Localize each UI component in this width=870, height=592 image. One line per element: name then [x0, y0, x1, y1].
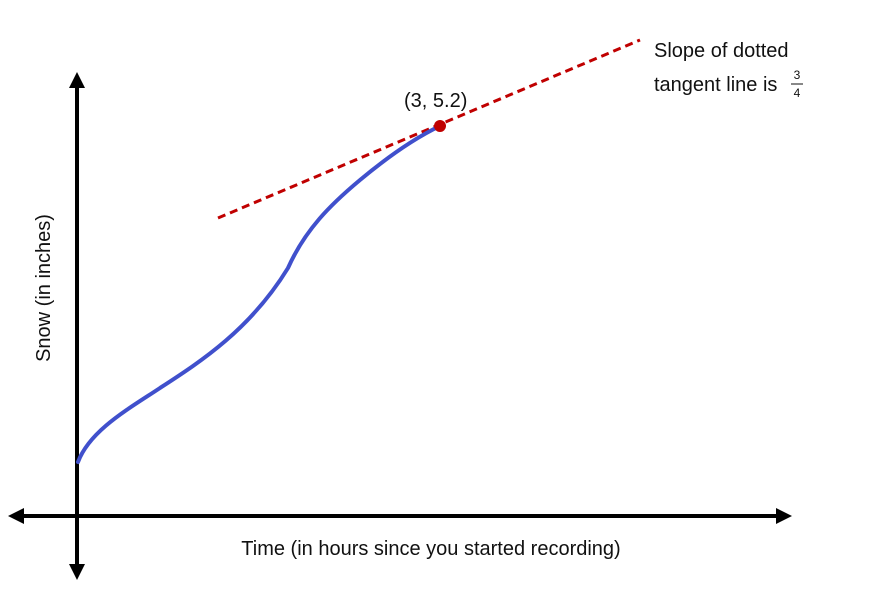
y-axis-label: Snow (in inches): [33, 214, 55, 362]
x-axis: [8, 508, 792, 524]
x-axis-right-arrowhead: [776, 508, 792, 524]
y-axis-bottom-arrowhead: [69, 564, 85, 580]
snow-curve: [76, 124, 442, 464]
x-axis-left-arrowhead: [8, 508, 24, 524]
slope-numerator: 3: [794, 68, 801, 82]
y-axis: [69, 72, 85, 580]
annotation-line1: Slope of dotted: [654, 40, 789, 62]
tangent-line: [217, 38, 641, 220]
x-axis-label: Time (in hours since you started recordi…: [241, 538, 620, 560]
annotation-line2: tangent line is: [654, 74, 777, 96]
tangent-point: [434, 120, 446, 132]
slope-denominator: 4: [794, 86, 801, 100]
point-label: (3, 5.2): [404, 90, 467, 112]
y-axis-top-arrowhead: [69, 72, 85, 88]
